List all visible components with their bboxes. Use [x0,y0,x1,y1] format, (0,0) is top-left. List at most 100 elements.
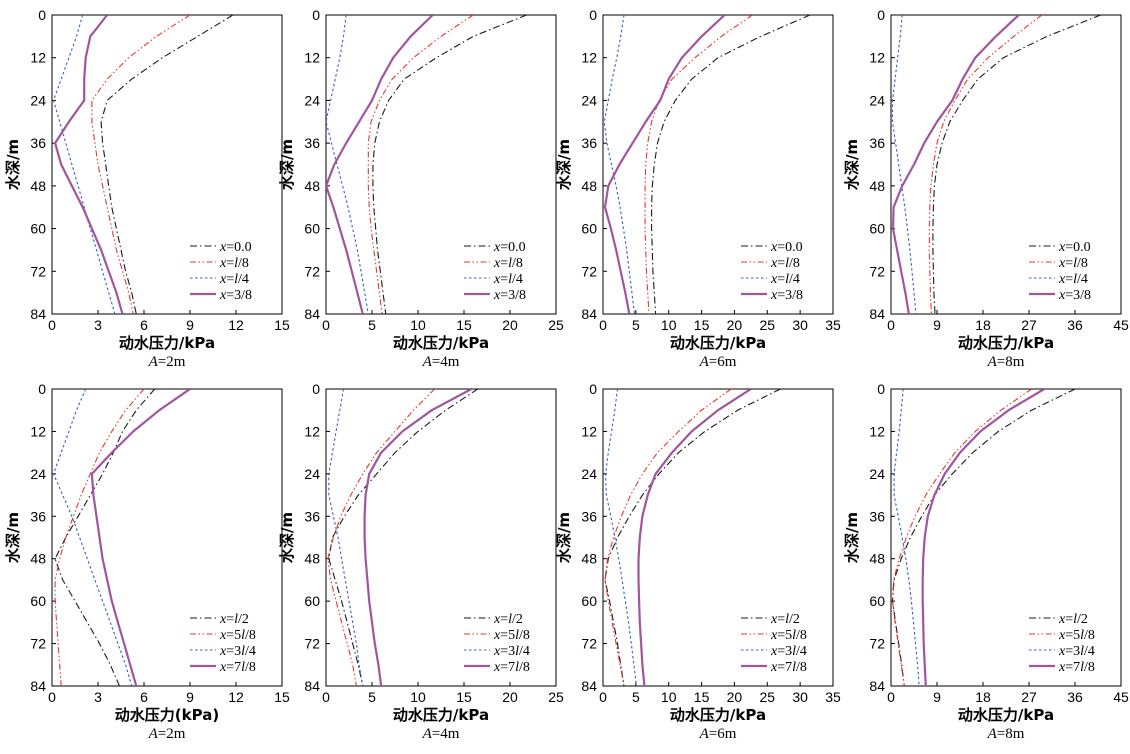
chart-panel-8: 0 9 18 27 36 45 0 12 24 36 48 60 72 84 水深/m 动水压力/kPa A=8… [843,381,1129,742]
x-tick-label: 6 [140,689,148,705]
y-axis-title: 水深/m [843,139,861,190]
y-tick-label: 12 [581,50,597,66]
x-tick-label: 9 [186,689,194,705]
y-tick-label: 12 [30,423,46,439]
y-tick-label: 48 [869,551,885,567]
y-tick-label: 36 [581,135,597,151]
legend-label: x=l/2 [493,612,523,627]
y-tick-label: 0 [589,7,597,23]
y-axis-title: 水深/m [555,139,573,190]
chart-panel-1: 0 3 6 9 12 15012243648607284水深/m动水压力/kPaA=2mx… [4,7,290,370]
series-line-3 [603,15,636,314]
x-axis-title: 动水压力/kPa [958,706,1054,724]
plot-frame [602,388,834,687]
legend-label: x=7l/8 [1058,660,1095,675]
legend-label: x=7l/8 [219,660,256,675]
series-line-3 [605,389,638,686]
series-line-1 [651,15,811,314]
y-tick-label: 24 [30,466,46,482]
y-tick-label: 0 [877,7,885,23]
x-tick-label: 30 [792,689,808,705]
legend-label: x=5l/8 [219,628,256,643]
series-line-1 [100,15,234,314]
plot-frame [602,14,834,315]
panel-caption: A=2m [148,354,186,370]
series-line-4 [90,389,191,686]
y-tick-label: 24 [869,466,885,482]
y-tick-label: 60 [304,593,320,609]
y-tick-label: 48 [30,551,46,567]
x-axis-title: 动水压力/kPa [958,334,1054,352]
x-axis-title: 动水压力/kPa [393,334,489,352]
y-tick-label: 60 [581,593,597,609]
legend-label: x=l/8 [770,256,800,271]
x-tick-label: 25 [548,689,564,705]
x-tick-label: 15 [274,317,290,333]
chart-panel-2: 0 5 10 15 20 25 0 12 24 36 48 60 72 84 水深/m 动水压力/kPa A=4… [278,7,564,370]
x-tick-label: 12 [228,689,244,705]
y-tick-label: 72 [581,636,597,652]
x-tick-label: 36 [1067,317,1083,333]
x-tick-label: 15 [694,317,710,333]
x-tick-label: 18 [975,317,991,333]
plot-frame [890,14,1122,315]
series-line-2 [91,15,191,314]
y-tick-label: 72 [30,636,46,652]
legend-label: x=5l/8 [493,628,530,643]
legend-label: x=0.0 [770,240,803,255]
y-tick-label: 84 [581,678,597,694]
legend-label: x=3/8 [219,288,252,303]
x-tick-label: 15 [694,689,710,705]
y-tick-label: 12 [869,423,885,439]
series-line-2 [54,389,145,686]
series-line-2 [604,389,732,686]
panel-caption: A=4m [422,354,460,370]
series-line-4 [326,15,434,314]
x-tick-label: 10 [661,689,677,705]
x-tick-label: 45 [1113,317,1129,333]
x-tick-label: 3 [94,689,102,705]
legend-label: x=l/4 [770,272,800,287]
y-tick-label: 0 [312,381,320,397]
x-tick-label: 15 [274,689,290,705]
y-tick-label: 0 [877,381,885,397]
x-tick-label: 20 [727,689,743,705]
legend-label: x=l/4 [1058,272,1088,287]
y-tick-label: 84 [30,678,46,694]
x-tick-label: 0 [322,317,330,333]
y-tick-label: 36 [304,135,320,151]
x-axis-title: 动水压力/kPa [670,706,766,724]
series-line-4 [637,389,752,686]
y-tick-label: 36 [30,135,46,151]
x-tick-label: 27 [1021,689,1037,705]
y-tick-label: 84 [869,678,885,694]
x-tick-label: 20 [727,317,743,333]
y-tick-label: 0 [312,7,320,23]
x-tick-label: 3 [94,317,102,333]
legend-label: x=l/2 [1058,612,1088,627]
x-tick-label: 0 [599,689,607,705]
y-tick-label: 72 [304,263,320,279]
plot-frame [51,388,283,687]
y-tick-label: 48 [304,551,320,567]
y-tick-label: 84 [304,306,320,322]
y-axis-title: 水深/m [4,139,22,190]
x-axis-title: 动水压力/kPa [119,334,215,352]
series-line-2 [327,389,435,686]
x-tick-label: 5 [632,689,640,705]
legend-label: x=5l/8 [770,628,807,643]
y-tick-label: 48 [304,178,320,194]
y-tick-label: 84 [304,678,320,694]
x-tick-label: 0 [48,689,56,705]
series-line-1 [328,389,479,686]
x-tick-label: 36 [1067,689,1083,705]
y-tick-label: 36 [30,508,46,524]
plot-frame [325,14,557,315]
panel-caption: A=8m [987,354,1025,370]
y-tick-label: 24 [304,466,320,482]
y-tick-label: 48 [30,178,46,194]
panel-caption: A=6m [699,354,737,370]
x-tick-label: 25 [548,317,564,333]
legend-label: x=l/4 [219,272,249,287]
